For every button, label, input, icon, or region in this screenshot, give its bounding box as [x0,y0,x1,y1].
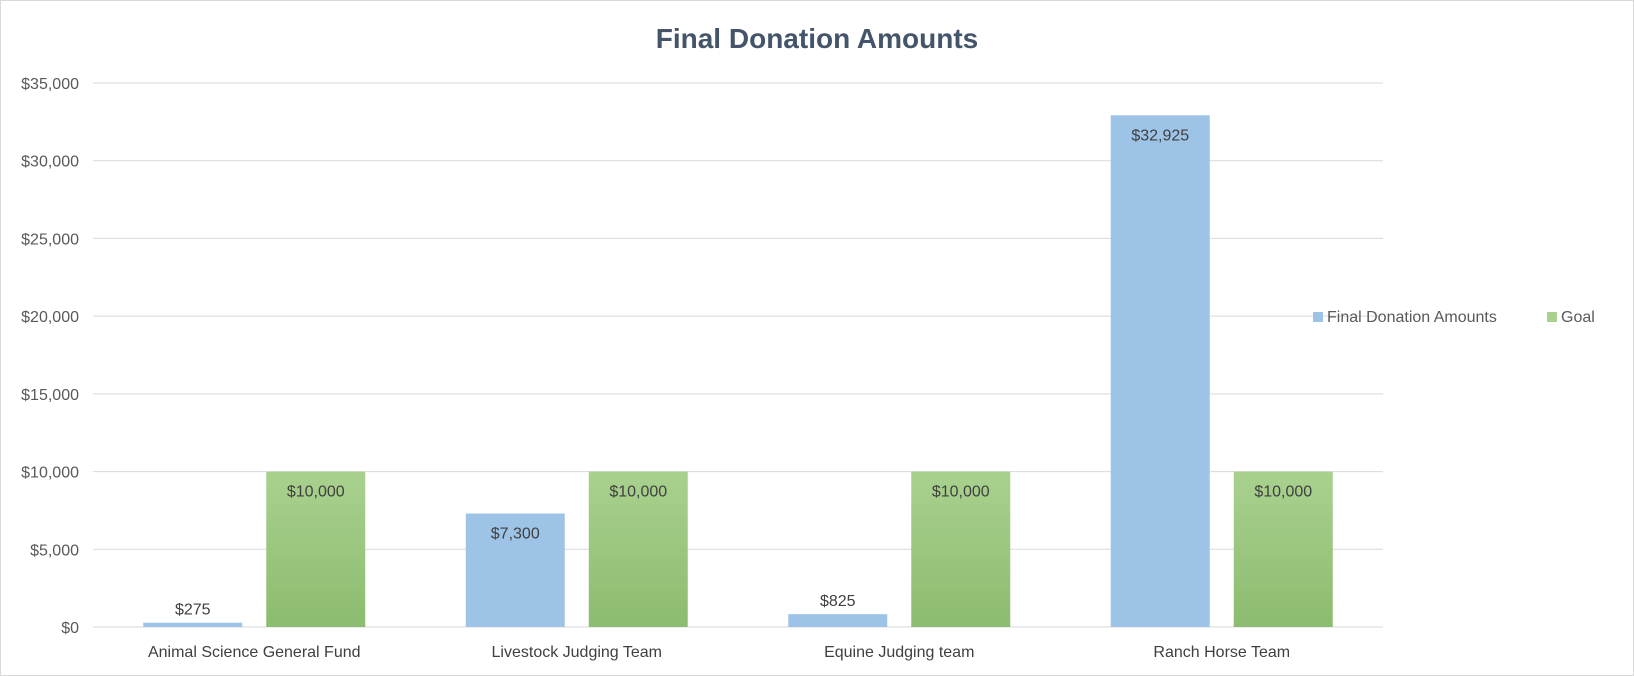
bar [465,513,565,627]
data-label: $10,000 [609,484,667,501]
legend-swatch [1313,312,1323,322]
x-tick-label: Ranch Horse Team [1153,644,1290,661]
legend-label: Goal [1561,309,1595,326]
data-label: $10,000 [932,484,990,501]
chart-title: Final Donation Amounts [656,23,979,54]
bar [266,471,366,627]
data-label: $275 [175,602,211,619]
y-tick-label: $15,000 [21,387,79,404]
data-label: $10,000 [1254,484,1312,501]
y-axis: $0 $5,000 $10,000 $15,000 $20,000 $25,000 $30,… [21,76,79,637]
legend-label: Final Donation Amounts [1327,309,1497,326]
legend-swatch [1547,312,1557,322]
y-tick-label: $0 [61,620,79,637]
bar [1110,115,1210,627]
y-tick-label: $5,000 [30,542,79,559]
bars [143,115,1333,627]
bar [911,471,1011,627]
y-tick-label: $25,000 [21,231,79,248]
bar [1233,471,1333,627]
y-tick-label: $20,000 [21,309,79,326]
x-axis: Animal Science General Fund Livestock Jud… [148,644,1290,661]
x-tick-label: Animal Science General Fund [148,644,361,661]
legend-item[interactable]: Final Donation Amounts [1313,309,1497,326]
bar [588,471,688,627]
legend[interactable]: Final Donation Amounts Goal [1313,309,1595,326]
legend-item[interactable]: Goal [1547,309,1595,326]
y-tick-label: $35,000 [21,76,79,93]
bar [143,622,243,627]
x-tick-label: Livestock Judging Team [492,644,662,661]
data-label: $10,000 [287,484,345,501]
data-labels: $275 $10,000 $7,300 $10,000 $825 $10,000 $32,9… [175,127,1312,618]
bar [788,614,888,627]
x-tick-label: Equine Judging team [824,644,974,661]
y-tick-label: $30,000 [21,154,79,171]
data-label: $825 [820,593,856,610]
data-label: $32,925 [1131,127,1189,144]
y-tick-label: $10,000 [21,465,79,482]
data-label: $7,300 [491,526,540,543]
